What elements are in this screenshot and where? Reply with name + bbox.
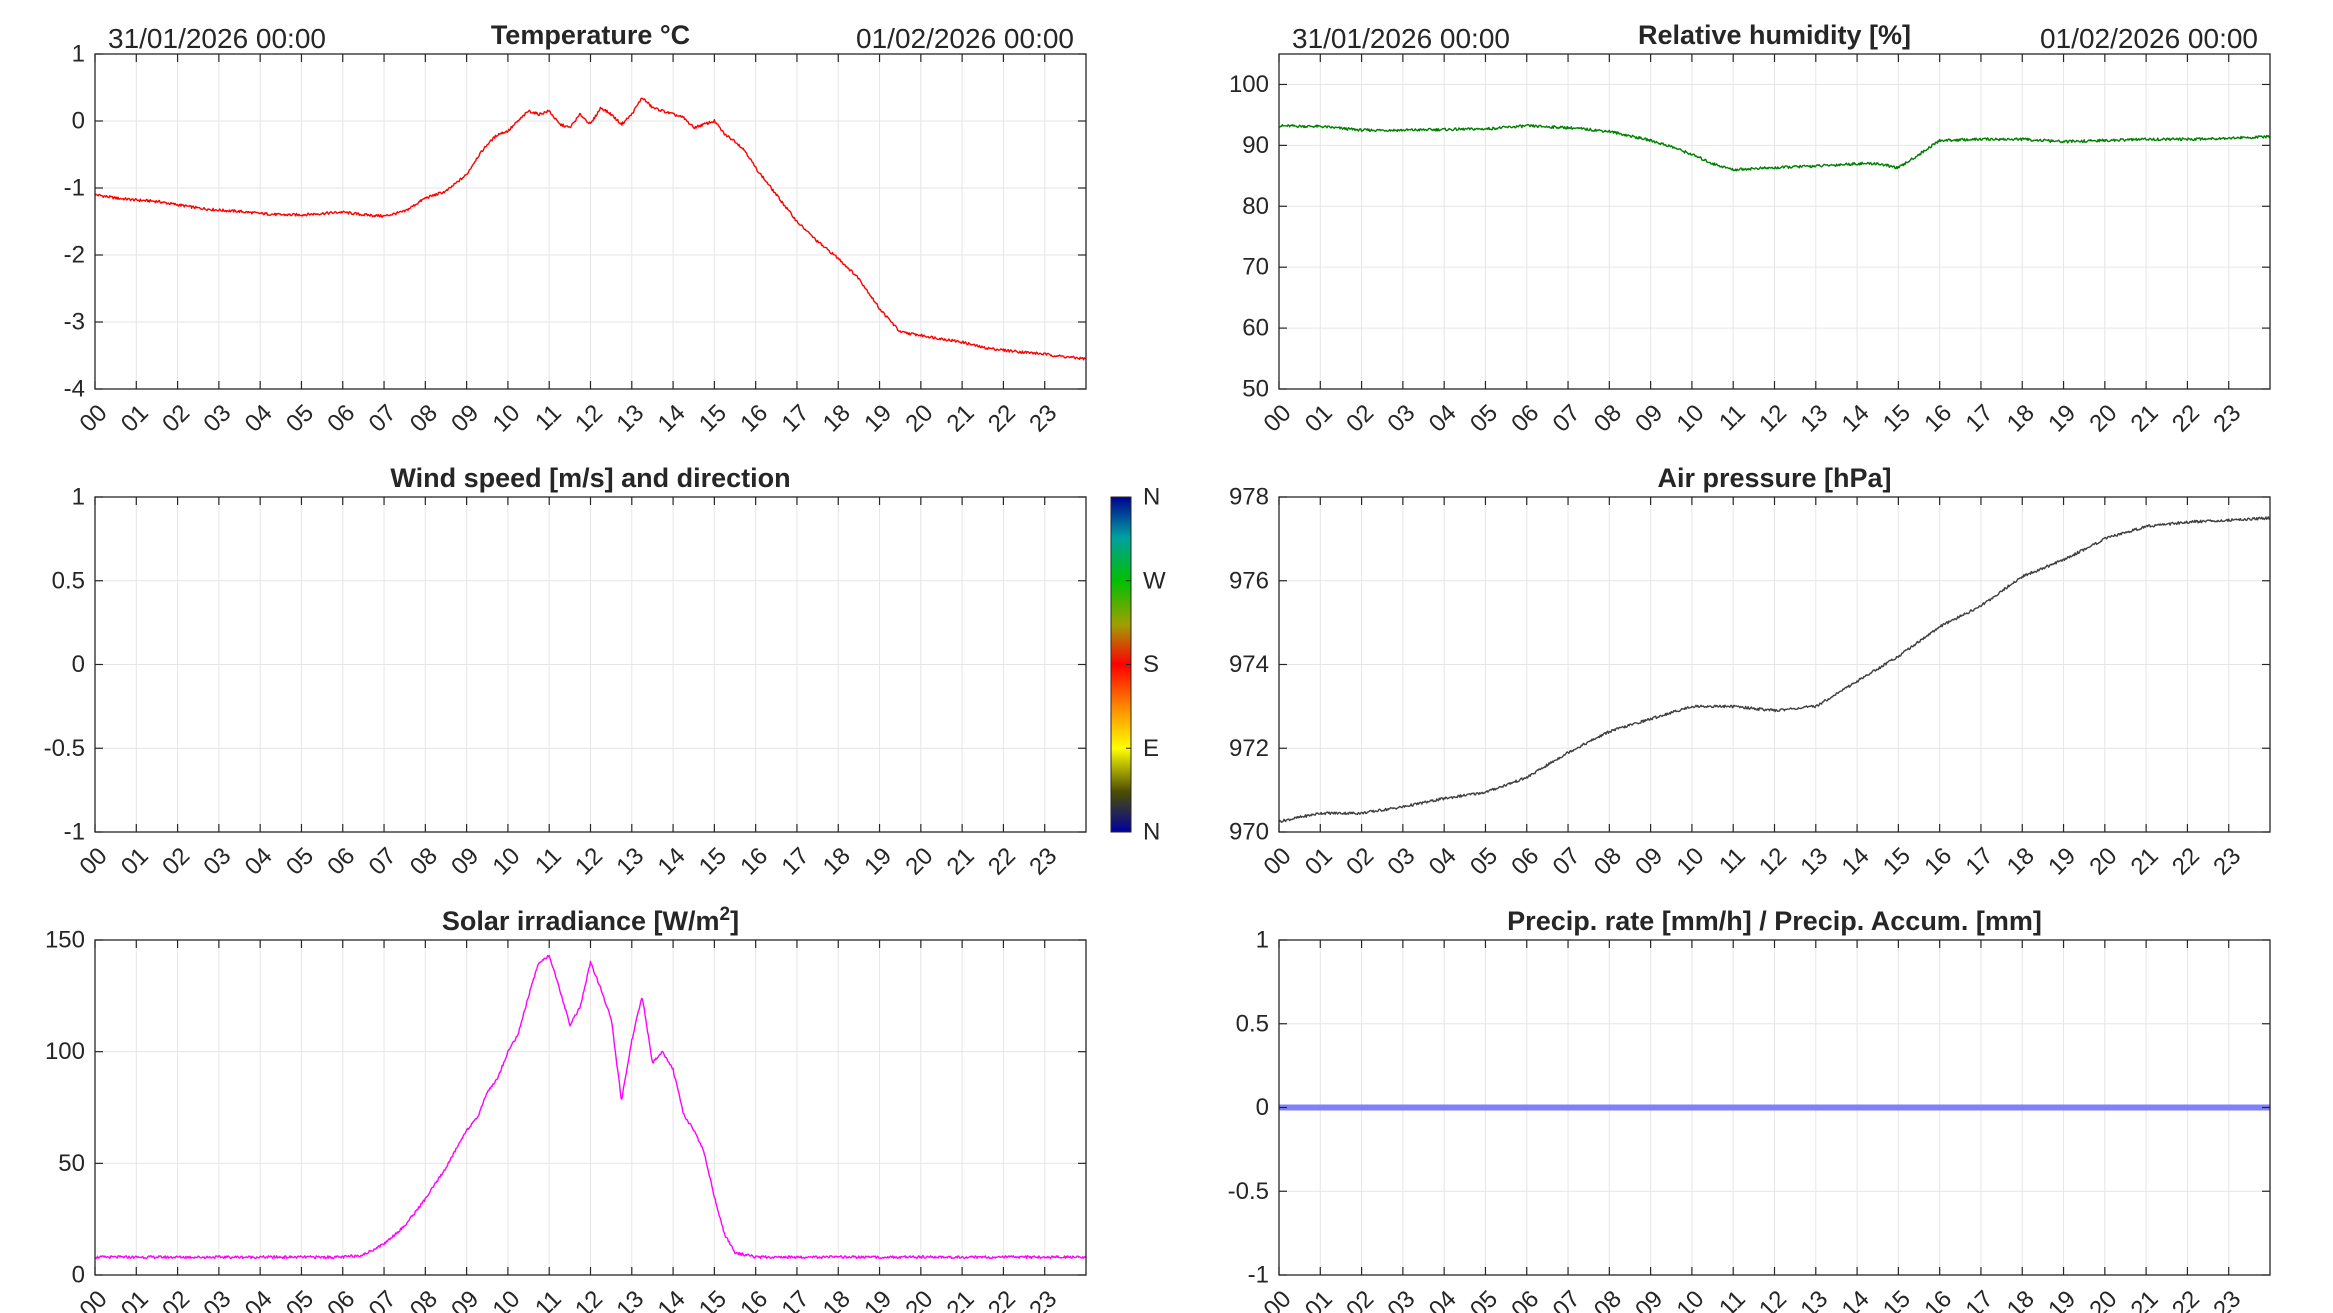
y-tick-label: 50	[1242, 376, 1269, 403]
colorbar-label: W	[1143, 567, 1166, 594]
series-line-pressure	[1278, 516, 2271, 823]
colorbar-label: N	[1143, 819, 1160, 846]
series-line-solar	[94, 954, 1087, 1260]
y-tick-label: 1	[72, 41, 85, 68]
colorbar-label: E	[1143, 735, 1159, 762]
colorbar-label: N	[1143, 484, 1160, 511]
date-end-left: 01/02/2026 00:00	[856, 23, 1074, 54]
y-tick-label: 60	[1242, 315, 1269, 342]
chart-title-solar: Solar irradiance [W/m2]	[442, 904, 739, 936]
y-tick-label: -1	[64, 175, 85, 202]
y-tick-label: 972	[1229, 735, 1269, 762]
y-tick-label: 1	[1256, 927, 1269, 954]
y-tick-label: 0.5	[52, 567, 85, 594]
y-tick-label: -1	[64, 819, 85, 846]
y-tick-label: 100	[1229, 71, 1269, 98]
y-tick-label: 976	[1229, 567, 1269, 594]
y-tick-label: 0	[72, 1262, 85, 1289]
y-tick-label: -3	[64, 309, 85, 336]
y-tick-label: 970	[1229, 819, 1269, 846]
series-line-humidity	[1278, 123, 2271, 172]
colorbar-label: S	[1143, 651, 1159, 678]
y-tick-label: -0.5	[44, 735, 85, 762]
series-line-temperature	[94, 97, 1087, 361]
chart-solar: 00 01 02 03 04 05 06 07 08 09 10 11 12 13 14 15 16 17 18 19…	[45, 904, 1087, 1313]
y-tick-label: 1	[72, 484, 85, 511]
y-tick-label: 0.5	[1236, 1010, 1269, 1037]
y-tick-label: 978	[1229, 484, 1269, 511]
y-tick-label: 50	[58, 1150, 85, 1177]
chart-title-humidity: Relative humidity [%]	[1638, 20, 1911, 50]
chart-title-pressure: Air pressure [hPa]	[1657, 463, 1891, 493]
chart-title-wind: Wind speed [m/s] and direction	[390, 463, 790, 493]
y-tick-label: -2	[64, 242, 85, 269]
date-end-right: 01/02/2026 00:00	[2040, 23, 2258, 54]
y-tick-label: 0	[72, 651, 85, 678]
y-tick-label: 80	[1242, 193, 1269, 220]
y-tick-label: -0.5	[1228, 1178, 1269, 1205]
y-tick-label: 100	[45, 1038, 85, 1065]
date-start-right: 31/01/2026 00:00	[1292, 23, 1510, 54]
y-tick-label: -1	[1248, 1262, 1269, 1289]
y-tick-label: 974	[1229, 651, 1269, 678]
chart-title-temperature: Temperature °C	[491, 20, 690, 50]
date-start-left: 31/01/2026 00:00	[108, 23, 326, 54]
chart-title-precipitation: Precip. rate [mm/h] / Precip. Accum. [mm…	[1507, 906, 2042, 936]
y-tick-label: 0	[1256, 1094, 1269, 1121]
y-tick-label: 0	[72, 108, 85, 135]
y-tick-label: 150	[45, 927, 85, 954]
y-tick-label: -4	[64, 376, 85, 403]
y-tick-label: 90	[1242, 132, 1269, 159]
y-tick-label: 70	[1242, 254, 1269, 281]
